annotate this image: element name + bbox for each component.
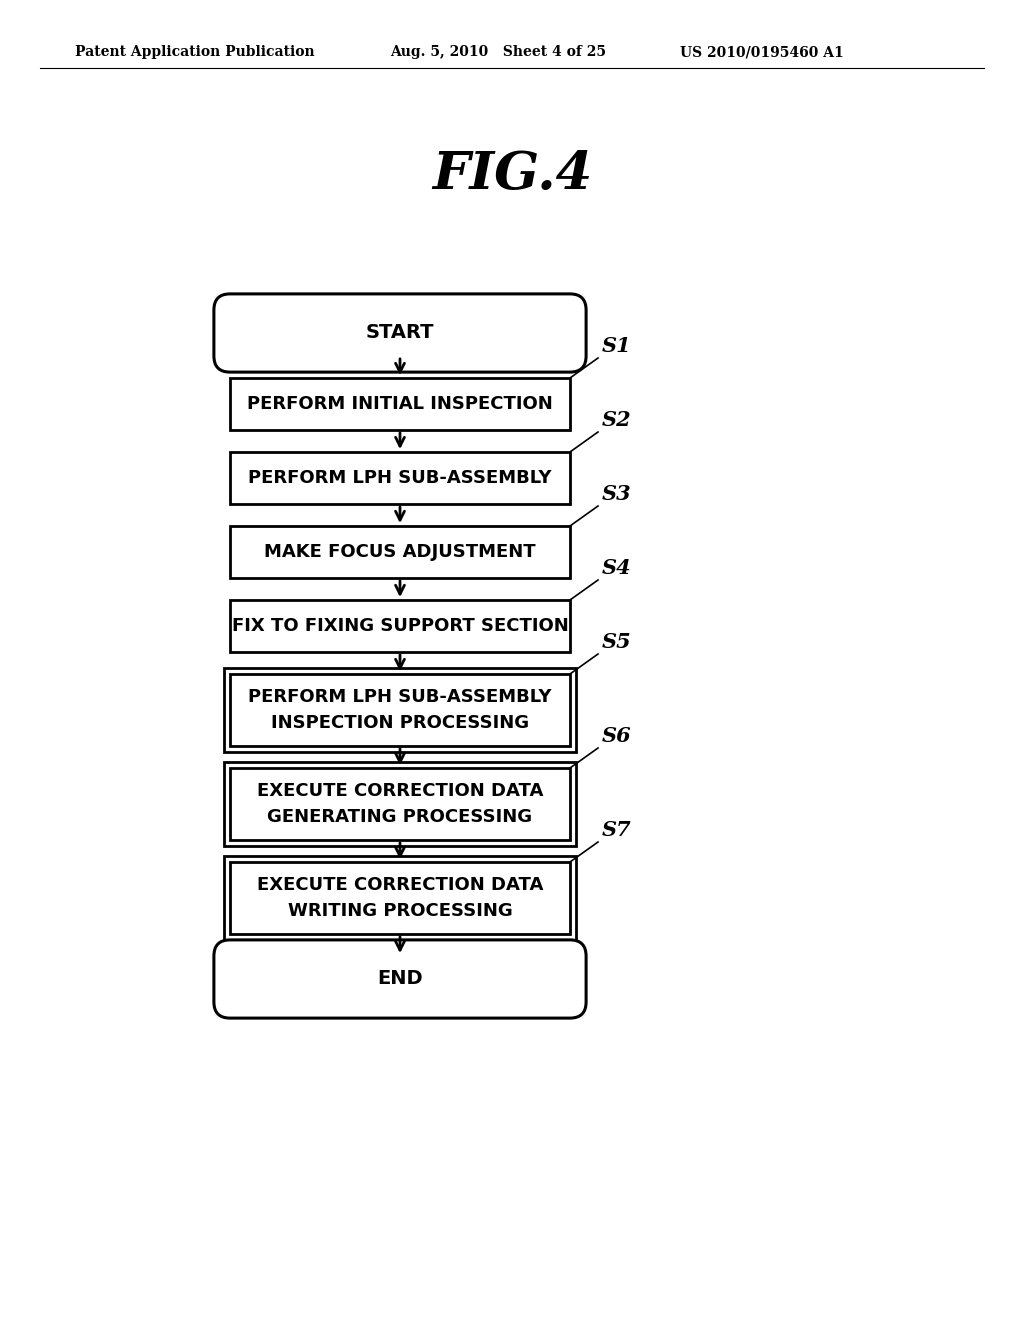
Text: S7: S7 [602,820,632,840]
Text: PERFORM INITIAL INSPECTION: PERFORM INITIAL INSPECTION [247,395,553,413]
Text: START: START [366,323,434,342]
Text: EXECUTE CORRECTION DATA
WRITING PROCESSING: EXECUTE CORRECTION DATA WRITING PROCESSI… [257,876,543,920]
Text: US 2010/0195460 A1: US 2010/0195460 A1 [680,45,844,59]
Bar [224,668,575,752]
FancyBboxPatch shape [214,940,586,1018]
Bar [224,762,575,846]
Bar [230,862,570,935]
Text: EXECUTE CORRECTION DATA
GENERATING PROCESSING: EXECUTE CORRECTION DATA GENERATING PROCE… [257,783,543,825]
Text: S2: S2 [602,411,632,430]
Text: FIX TO FIXING SUPPORT SECTION: FIX TO FIXING SUPPORT SECTION [231,616,568,635]
Text: PERFORM LPH SUB-ASSEMBLY: PERFORM LPH SUB-ASSEMBLY [248,469,552,487]
Bar [230,451,570,504]
Text: Patent Application Publication: Patent Application Publication [75,45,314,59]
Text: S1: S1 [602,337,632,356]
Text: S4: S4 [602,558,632,578]
Bar [224,855,575,940]
Text: END: END [377,969,423,989]
Text: PERFORM LPH SUB-ASSEMBLY
INSPECTION PROCESSING: PERFORM LPH SUB-ASSEMBLY INSPECTION PROC… [248,689,552,731]
Text: FIG.4: FIG.4 [432,149,592,201]
Bar [230,601,570,652]
Text: S6: S6 [602,726,632,746]
Bar [230,378,570,430]
Bar [230,525,570,578]
FancyBboxPatch shape [214,294,586,372]
Text: Aug. 5, 2010   Sheet 4 of 25: Aug. 5, 2010 Sheet 4 of 25 [390,45,606,59]
Text: S3: S3 [602,484,632,504]
Text: MAKE FOCUS ADJUSTMENT: MAKE FOCUS ADJUSTMENT [264,543,536,561]
Bar [230,768,570,840]
Text: S5: S5 [602,632,632,652]
Bar [230,675,570,746]
